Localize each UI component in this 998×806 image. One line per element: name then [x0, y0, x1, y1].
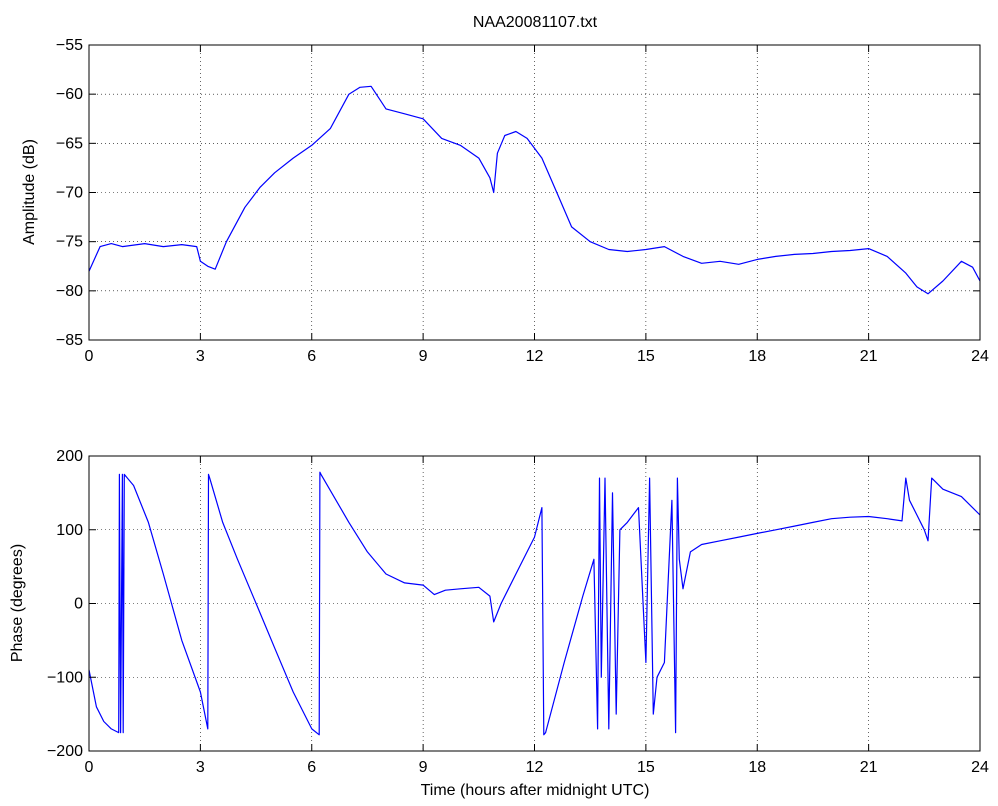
amplitude-x-tick-label: 0 [85, 348, 94, 365]
amplitude-y-tick-label: −85 [56, 332, 83, 349]
x-axis-label: Time (hours after midnight UTC) [421, 782, 650, 799]
phase-y-tick-label: 0 [74, 596, 83, 613]
phase-ticks: 0 3 6 9 12 15 18 21 24 −200 −100 0 100 200 [47, 448, 989, 776]
amplitude-x-tick-label: 21 [860, 348, 878, 365]
amplitude-y-tick-label: −80 [56, 283, 83, 300]
amplitude-y-tick-label: −65 [56, 135, 83, 152]
phase-y-axis-label: Phase (degrees) [9, 544, 26, 662]
amplitude-gridlines [89, 45, 980, 340]
amplitude-y-tick-label: −75 [56, 234, 83, 251]
phase-x-tick-label: 12 [526, 759, 544, 776]
phase-x-tick-label: 6 [307, 759, 316, 776]
amplitude-y-tick-label: −60 [56, 86, 83, 103]
phase-x-tick-label: 18 [748, 759, 766, 776]
amplitude-ticks: 0 3 6 9 12 15 18 21 24 −85 −80 −75 −70 −65 −60 −55 [56, 37, 989, 365]
amplitude-x-tick-label: 12 [526, 348, 544, 365]
phase-y-tick-label: −200 [47, 743, 83, 760]
phase-gridlines [89, 456, 980, 751]
phase-x-tick-label: 9 [419, 759, 428, 776]
amplitude-x-tick-label: 3 [196, 348, 205, 365]
amplitude-x-tick-label: 9 [419, 348, 428, 365]
phase-x-tick-label: 3 [196, 759, 205, 776]
phase-y-tick-label: −100 [47, 669, 83, 686]
amplitude-plot: NAA20081107.txt 0 3 6 9 12 15 18 21 24 −85 −80 −75 −… [21, 14, 989, 365]
amplitude-x-tick-label: 6 [307, 348, 316, 365]
amplitude-x-tick-label: 15 [637, 348, 655, 365]
phase-y-tick-label: 100 [56, 522, 83, 539]
phase-plot: 0 3 6 9 12 15 18 21 24 −200 −100 0 100 200 Phase (deg… [9, 448, 989, 799]
phase-y-tick-label: 200 [56, 448, 83, 465]
phase-x-tick-label: 0 [85, 759, 94, 776]
phase-x-tick-label: 15 [637, 759, 655, 776]
phase-x-tick-label: 21 [860, 759, 878, 776]
chart-title: NAA20081107.txt [473, 14, 598, 31]
amplitude-series-line [88, 85, 981, 295]
amplitude-x-tick-label: 18 [748, 348, 766, 365]
amplitude-series [88, 85, 981, 295]
phase-series-line [88, 471, 981, 736]
amplitude-x-tick-label: 24 [971, 348, 989, 365]
amplitude-y-axis-label: Amplitude (dB) [21, 139, 38, 245]
phase-x-tick-label: 24 [971, 759, 989, 776]
amplitude-y-tick-label: −70 [56, 185, 83, 202]
phase-series [88, 471, 981, 736]
amplitude-y-tick-label: −55 [56, 37, 83, 54]
